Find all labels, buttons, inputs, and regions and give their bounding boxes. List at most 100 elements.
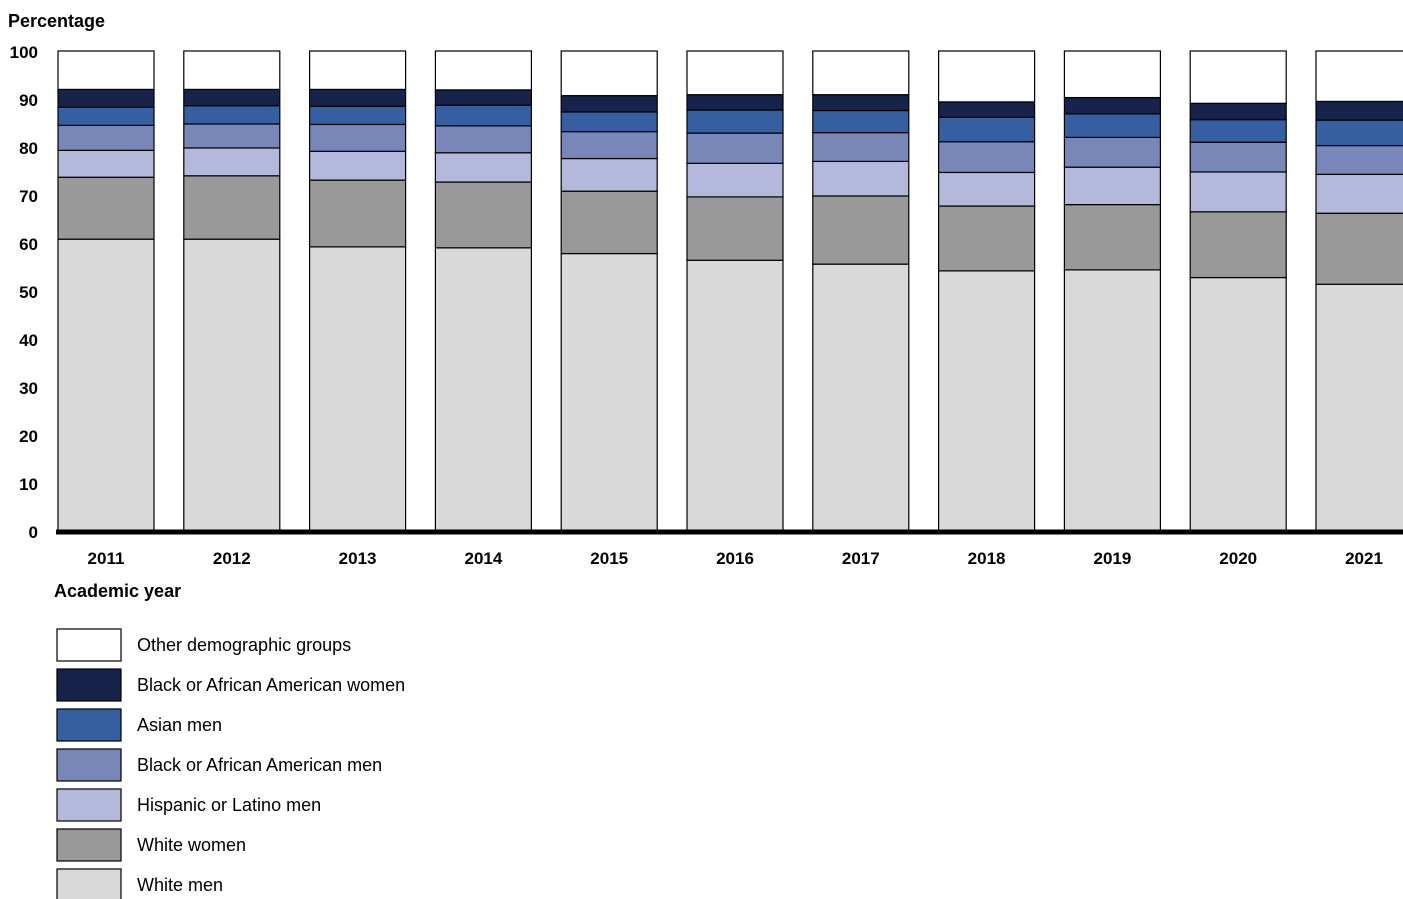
- bar-segment-white-men: [937, 270, 1036, 532]
- bar-stack-2020: [1189, 50, 1287, 532]
- bar-segment-black-or-african-american-women: [1315, 100, 1403, 121]
- y-axis-title: Percentage: [8, 11, 105, 31]
- bar-segment-white-men: [560, 252, 658, 532]
- y-tick-label: 40: [19, 331, 38, 350]
- bar-segment-black-or-african-american-women: [1189, 102, 1287, 121]
- bar-segment-white-women: [812, 195, 910, 265]
- legend-swatch: [56, 628, 122, 662]
- x-tick-label: 2011: [88, 549, 125, 568]
- x-tick-label: 2015: [590, 549, 628, 568]
- x-tick-label: 2019: [1093, 549, 1131, 568]
- legend-swatch: [56, 828, 122, 862]
- y-tick-label: 60: [19, 235, 38, 254]
- x-tick-label: 2013: [339, 549, 377, 568]
- x-tick-label: 2021: [1345, 549, 1383, 568]
- bar-segment-black-or-african-american-men: [309, 123, 407, 152]
- y-tick-label: 70: [19, 187, 38, 206]
- bar-segment-other-demographic-groups: [1063, 50, 1162, 99]
- x-tick-label: 2018: [968, 549, 1006, 568]
- bar-segment-black-or-african-american-women: [57, 88, 155, 108]
- bar-segment-asian-men: [1063, 113, 1162, 138]
- bar-segment-black-or-african-american-women: [1063, 96, 1162, 115]
- bar-segment-black-or-african-american-women: [183, 88, 281, 107]
- legend-item-hispanic-or-latino-men: Hispanic or Latino men: [56, 788, 321, 822]
- legend-swatch: [56, 708, 122, 742]
- bar-segment-white-women: [1315, 212, 1403, 285]
- legend-item-black-or-african-american-men: Black or African American men: [56, 748, 382, 782]
- bar-stack-2017: [812, 50, 910, 532]
- bar-segment-black-or-african-american-men: [937, 141, 1036, 174]
- bar-segment-hispanic-or-latino-men: [57, 149, 155, 178]
- bar-segment-hispanic-or-latino-men: [183, 147, 281, 177]
- bar-segment-black-or-african-american-men: [686, 132, 784, 164]
- bar-segment-other-demographic-groups: [1315, 50, 1403, 103]
- bars-group: [57, 50, 1403, 532]
- bar-segment-asian-men: [1189, 119, 1287, 143]
- bar-segment-black-or-african-american-women: [309, 88, 407, 107]
- bar-segment-black-or-african-american-men: [812, 132, 910, 163]
- x-tick-label: 2014: [464, 549, 502, 568]
- y-tick-label: 50: [19, 283, 38, 302]
- bar-segment-white-women: [309, 179, 407, 248]
- bar-segment-white-men: [57, 238, 155, 532]
- bar-segment-white-men: [1063, 269, 1162, 532]
- legend-item-white-men: White men: [56, 868, 223, 899]
- legend-label: Black or African American women: [137, 675, 405, 695]
- legend-label: White women: [137, 835, 246, 855]
- legend-label: Other demographic groups: [137, 635, 351, 655]
- bar-segment-other-demographic-groups: [434, 50, 532, 91]
- y-tick-label: 0: [29, 523, 38, 542]
- bar-segment-white-women: [183, 175, 281, 240]
- legend-swatch: [56, 868, 122, 899]
- x-tick-label: 2016: [716, 549, 754, 568]
- bar-stack-2018: [937, 50, 1036, 532]
- bar-stack-2011: [57, 50, 155, 532]
- bar-segment-white-women: [686, 196, 784, 261]
- legend-label: White men: [137, 875, 223, 895]
- bar-stack-2021: [1315, 50, 1403, 532]
- bar-stack-2012: [183, 50, 281, 532]
- bar-segment-asian-men: [57, 106, 155, 127]
- bar-segment-other-demographic-groups: [937, 50, 1036, 103]
- bar-segment-asian-men: [686, 109, 784, 134]
- bar-segment-white-women: [937, 205, 1036, 272]
- bar-segment-white-women: [1189, 211, 1287, 279]
- bar-segment-white-men: [1189, 276, 1287, 532]
- bar-segment-asian-men: [560, 111, 658, 133]
- bar-stack-2019: [1063, 50, 1162, 532]
- bar-segment-white-men: [812, 263, 910, 532]
- bar-segment-black-or-african-american-men: [57, 124, 155, 151]
- bar-segment-black-or-african-american-men: [1315, 144, 1403, 175]
- bar-segment-asian-men: [183, 105, 281, 125]
- bar-segment-white-men: [183, 238, 281, 532]
- legend-item-other-demographic-groups: Other demographic groups: [56, 628, 351, 662]
- bar-segment-white-women: [57, 176, 155, 240]
- bar-segment-white-men: [309, 246, 407, 532]
- bar-stack-2014: [434, 50, 532, 532]
- x-tick-label: 2017: [842, 549, 880, 568]
- bar-segment-asian-men: [434, 104, 532, 127]
- bar-segment-hispanic-or-latino-men: [937, 171, 1036, 207]
- legend-item-black-or-african-american-women: Black or African American women: [56, 668, 405, 702]
- bar-segment-black-or-african-american-men: [560, 131, 658, 160]
- legend-label: Hispanic or Latino men: [137, 795, 321, 815]
- legend-label: Black or African American men: [137, 755, 382, 775]
- x-axis-ticks: 2011 2012 2013 2014 2015 2016 2017 2018 2019 2020…: [88, 549, 1383, 568]
- bar-segment-hispanic-or-latino-men: [812, 160, 910, 197]
- legend-swatch: [56, 788, 122, 822]
- bar-segment-asian-men: [1315, 119, 1403, 147]
- x-tick-label: 2020: [1219, 549, 1257, 568]
- bar-stack-2015: [560, 50, 658, 532]
- bar-segment-black-or-african-american-women: [686, 94, 784, 111]
- bar-segment-black-or-african-american-men: [1063, 136, 1162, 168]
- legend: Other demographic groups Black or African…: [56, 628, 405, 899]
- legend-item-white-women: White women: [56, 828, 246, 862]
- bar-segment-white-men: [434, 247, 532, 532]
- y-tick-label: 90: [19, 91, 38, 110]
- bar-segment-hispanic-or-latino-men: [1315, 173, 1403, 214]
- x-axis-title: Academic year: [54, 581, 181, 601]
- legend-swatch: [56, 668, 122, 702]
- bar-segment-white-women: [560, 190, 658, 255]
- y-tick-label: 80: [19, 139, 38, 158]
- y-tick-label: 30: [19, 379, 38, 398]
